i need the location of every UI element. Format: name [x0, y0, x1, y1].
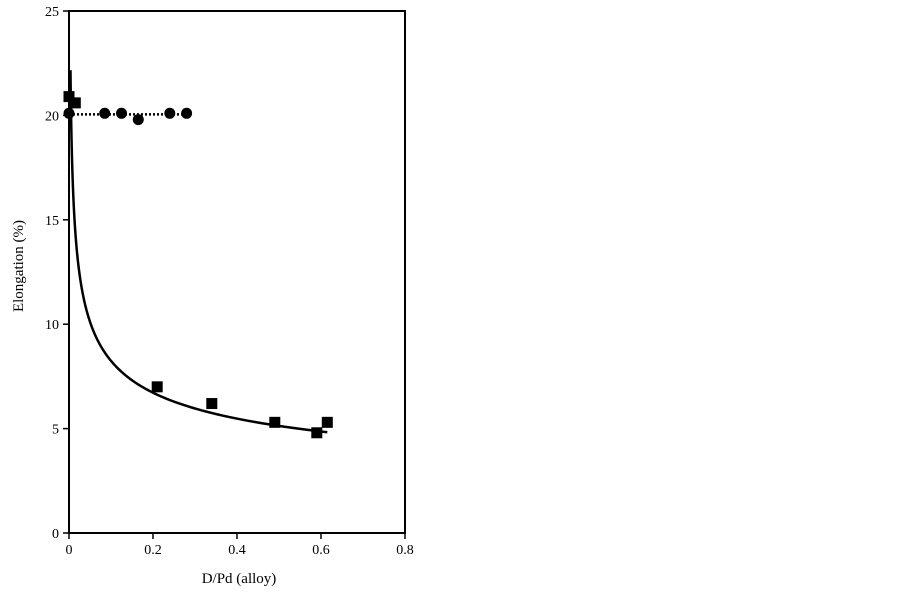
- x-axis-label: D/Pd (alloy): [202, 571, 277, 587]
- y-tick-label: 0: [52, 527, 59, 542]
- square-point: [311, 427, 323, 439]
- circle-point: [132, 114, 144, 126]
- fit-lines: [69, 70, 328, 434]
- circle-point: [116, 107, 127, 119]
- decay-fit-curve: [69, 70, 328, 434]
- circle-point: [181, 107, 193, 119]
- y-tick-label: 10: [45, 318, 59, 333]
- y-tick-label: 20: [45, 109, 59, 124]
- x-tick-label: 0.6: [312, 543, 330, 558]
- square-point: [69, 97, 81, 109]
- square-point: [151, 381, 163, 393]
- y-tick-label: 5: [52, 423, 59, 438]
- square-point: [269, 416, 281, 428]
- circle-point: [63, 107, 75, 119]
- x-tick-label: 0.4: [228, 543, 246, 558]
- data-markers: [63, 91, 333, 439]
- y-tick-label: 15: [45, 214, 59, 229]
- y-axis-label: Elongation (%): [11, 220, 27, 312]
- plot-area: [68, 10, 406, 534]
- circle-point: [99, 107, 111, 119]
- x-tick-label: 0: [66, 543, 73, 558]
- square-point: [321, 416, 333, 428]
- x-tick-label: 0.2: [144, 543, 162, 558]
- square-point: [63, 91, 75, 103]
- circle-point: [164, 107, 176, 119]
- axes: 0 0.2 0.4 0.6 0.8 0 5 10 15 20 25: [45, 5, 414, 558]
- x-tick-label: 0.8: [396, 543, 414, 558]
- square-point: [206, 398, 218, 410]
- y-tick-label: 25: [45, 5, 59, 20]
- plot-frame: [68, 10, 406, 534]
